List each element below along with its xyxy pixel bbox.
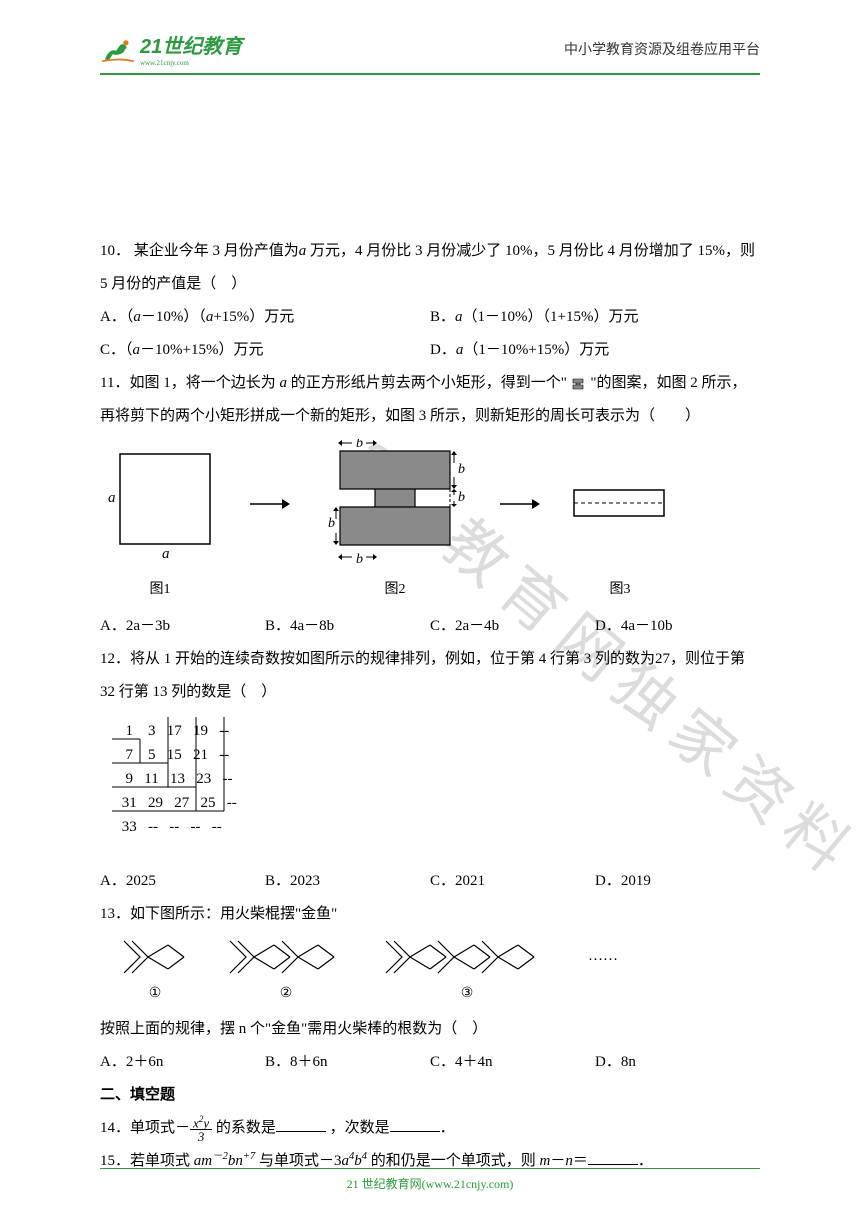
arrow-icon — [250, 494, 290, 514]
q11-optA: A．2a－3b — [100, 610, 265, 643]
q11-optB: B．4a－8b — [265, 610, 430, 643]
q10-optC: C．（a－10%+15%）万元 — [100, 334, 430, 367]
svg-text:b: b — [458, 462, 465, 477]
q11-stem: 11．如图 1，将一个边长为 a 的正方形纸片剪去两个小矩形，得到一个" "的图… — [100, 367, 760, 433]
figure-1-square: a a — [100, 444, 220, 564]
arrow-icon — [500, 494, 540, 514]
figure-2-s-shape: b b b b b — [320, 439, 470, 569]
q12-optD: D．2019 — [595, 865, 760, 898]
blank — [390, 1118, 440, 1132]
svg-text:b: b — [458, 490, 465, 505]
svg-text:9 11 13 23 --: 9 11 13 23 -- — [118, 771, 232, 787]
svg-text:31 29 27 25 --: 31 29 27 25 -- — [118, 795, 237, 811]
svg-text:33 -- -- -- --: 33 -- -- -- -- — [118, 819, 222, 835]
q11-optC: C．2a－4b — [430, 610, 595, 643]
q13-rule: 按照上面的规律，摆 n 个"金鱼"需用火柴棒的根数为（ ） — [100, 1013, 760, 1046]
q14: 14．单项式－x2y3 的系数是 ，次数是． — [100, 1112, 760, 1145]
q12-options: A．2025 B．2023 C．2021 D．2019 — [100, 865, 760, 898]
q13-options: A．2＋6n B．8＋6n C．4＋4n D．8n — [100, 1046, 760, 1079]
q10-optD: D．a（1－10%+15%）万元 — [430, 334, 760, 367]
q13-optD: D．8n — [595, 1046, 760, 1079]
q10-optA: A．（a－10%）（a+15%）万元 — [100, 301, 430, 334]
svg-text:b: b — [328, 516, 335, 531]
q13-ellipsis: …… — [588, 940, 618, 973]
logo-running-icon — [100, 35, 136, 63]
q12-optC: C．2021 — [430, 865, 595, 898]
q10-options-row1: A．（a－10%）（a+15%）万元 B．a（1－10%）（1+15%）万元 — [100, 301, 760, 334]
svg-text:a: a — [108, 490, 116, 506]
q15: 15．若单项式 am－2bn+7 与单项式－3a4b4 的和仍是一个单项式，则 … — [100, 1145, 760, 1178]
blank — [276, 1118, 326, 1132]
q12-optA: A．2025 — [100, 865, 265, 898]
svg-text:1 3 17 19 --: 1 3 17 19 -- — [118, 723, 229, 739]
content: 21 教育网独家资料 10． 某企业今年 3 月份产值为a 万元，4 月份比 3… — [100, 99, 760, 1178]
q13-optA: A．2＋6n — [100, 1046, 265, 1079]
q13-optC: C．4＋4n — [430, 1046, 595, 1079]
svg-text:b: b — [356, 439, 363, 451]
logo-text: 21世纪教育 — [140, 30, 242, 59]
q11-optD: D．4a－10b — [595, 610, 760, 643]
s-icon — [571, 377, 587, 391]
section-2-title: 二、填空题 — [100, 1079, 760, 1112]
page-header: 21世纪教育 www.21cnjy.com 中小学教育资源及组卷应用平台 — [100, 30, 760, 75]
logo-subtext: www.21cnjy.com — [140, 59, 242, 67]
q10-optB: B．a（1－10%）（1+15%）万元 — [430, 301, 760, 334]
q12-stem: 12．将从 1 开始的连续奇数按如图所示的规律排列，例如，位于第 4 行第 3 … — [100, 643, 760, 709]
q12-number-spiral: 1 3 17 19 -- 7 5 15 21 -- 9 11 13 23 -- … — [100, 717, 760, 857]
fish-3 — [382, 937, 552, 977]
header-right-text: 中小学教育资源及组卷应用平台 — [564, 39, 760, 59]
q13-stem: 13．如下图所示：用火柴棍摆"金鱼" — [100, 898, 760, 931]
q12-optB: B．2023 — [265, 865, 430, 898]
q10-options-row2: C．（a－10%+15%）万元 D．a（1－10%+15%）万元 — [100, 334, 760, 367]
q11-figure-labels: 图1 图2 图3 — [100, 575, 760, 606]
svg-text:7 5 15 21 --: 7 5 15 21 -- — [118, 747, 229, 763]
q11-figures: a a b b b b b — [100, 439, 760, 569]
figure-3-rect — [570, 484, 670, 524]
q13-fish-labels: ① ② ③ — [120, 979, 760, 1010]
svg-text:a: a — [162, 546, 170, 562]
q10-stem: 10． 某企业今年 3 月份产值为a 万元，4 月份比 3 月份减少了 10%，… — [100, 235, 760, 301]
blank — [588, 1151, 638, 1165]
fish-2 — [226, 937, 346, 977]
q11-options: A．2a－3b B．4a－8b C．2a－4b D．4a－10b — [100, 610, 760, 643]
q13-fish-figures: …… — [120, 937, 760, 977]
logo: 21世纪教育 www.21cnjy.com — [100, 30, 242, 67]
fish-1 — [120, 937, 190, 977]
svg-text:b: b — [356, 552, 363, 567]
q13-optB: B．8＋6n — [265, 1046, 430, 1079]
